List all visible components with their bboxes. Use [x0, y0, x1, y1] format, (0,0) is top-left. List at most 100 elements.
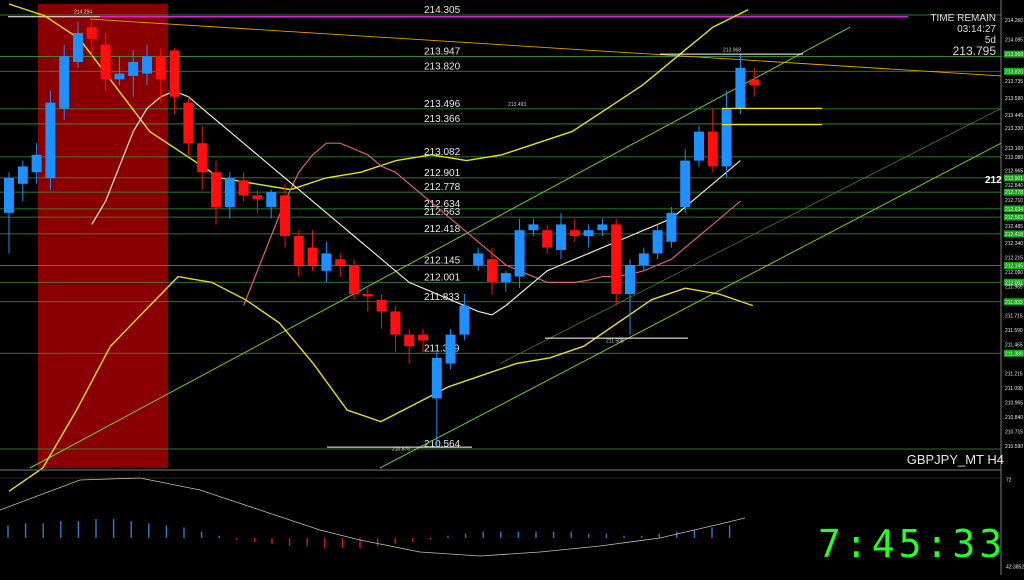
- annotation-label: 211.508: [606, 339, 624, 345]
- candle-body: [59, 56, 70, 109]
- level-label: 214.305: [424, 5, 461, 16]
- candle-body: [100, 44, 111, 80]
- axis-highlight-box: [1004, 213, 1024, 221]
- price-axis-tick: 211.215: [1005, 371, 1023, 377]
- price-axis-tick: 213.445: [1005, 113, 1023, 119]
- candle-body: [362, 294, 373, 297]
- candle-body: [142, 56, 152, 74]
- candle-body: [169, 50, 180, 97]
- price-axis-tick: 211.590: [1005, 328, 1023, 334]
- time-remaining-label: TIME REMAIN: [930, 13, 996, 24]
- candle-body: [17, 166, 28, 184]
- price-axis-tick: 212.215: [1005, 255, 1023, 261]
- candle-body: [680, 160, 691, 207]
- annotation-label: 213.968: [723, 48, 741, 54]
- price-axis-tick: 213.080: [1005, 155, 1023, 161]
- level-label: 210.564: [424, 439, 461, 450]
- candle-body: [45, 102, 56, 178]
- axis-highlight-box: [1004, 50, 1024, 58]
- time-remaining-countdown: 03:14:27: [957, 24, 996, 35]
- candle-body: [694, 131, 704, 161]
- axis-highlight-box: [1004, 349, 1024, 357]
- candle-body: [404, 334, 415, 347]
- candle-body: [335, 259, 346, 265]
- candle-body: [418, 334, 428, 341]
- level-label: 213.082: [424, 147, 461, 158]
- candle-body: [638, 253, 649, 265]
- band-upper-line: [8, 3, 749, 191]
- axis-highlight-box: [1004, 188, 1024, 196]
- candle-body: [749, 79, 760, 86]
- price-axis-tick: 212.634: [1005, 207, 1023, 213]
- axis-highlight-box: [1004, 298, 1024, 306]
- candle-body: [280, 195, 290, 236]
- price-axis-tick: 213.330: [1005, 126, 1023, 132]
- time-remaining-price: 213.795: [952, 44, 996, 58]
- candle-body: [252, 195, 263, 199]
- axis-highlight-box: [1004, 230, 1024, 238]
- symbol-label: GBPJPY_MT H4: [906, 452, 1004, 467]
- level-label: 212.563: [424, 207, 461, 218]
- price-axis-tick: 212.145: [1005, 264, 1023, 270]
- axis-highlight-box: [1004, 262, 1024, 270]
- candle-body: [307, 247, 318, 265]
- indicator-axis-tick: 42.3852: [1006, 564, 1024, 570]
- candle-body: [542, 230, 553, 248]
- candle-body: [31, 154, 42, 173]
- candle-body: [114, 73, 125, 80]
- candle-body: [569, 230, 580, 236]
- candle-body: [459, 305, 470, 335]
- price-axis-tick: 212.418: [1005, 232, 1023, 238]
- price-axis-tick: 210.965: [1005, 400, 1023, 406]
- axis-highlight-box: [1004, 174, 1024, 182]
- candle-body: [224, 178, 235, 207]
- price-axis-tick: 210.840: [1005, 415, 1023, 421]
- price-axis-tick: 214.260: [1005, 18, 1023, 24]
- candle-body: [183, 102, 194, 144]
- fast-moving-average: [91, 90, 741, 316]
- price-axis-tick: 211.715: [1005, 313, 1023, 319]
- price-axis-tick: 212.778: [1005, 190, 1023, 196]
- candle-body: [611, 224, 622, 294]
- price-axis-tick: 212.840: [1005, 183, 1023, 189]
- channel-line-lower: [379, 142, 1002, 469]
- candle-body: [445, 334, 456, 364]
- price-axis-tick: 212.563: [1005, 215, 1023, 221]
- candle-body: [500, 273, 511, 283]
- candle-body: [266, 191, 277, 207]
- orange-trend-line: [89, 18, 1002, 77]
- price-axis-tick: 212.090: [1005, 270, 1023, 276]
- price-axis-tick: 214.095: [1005, 37, 1023, 43]
- indicator-axis-tick: 72: [1006, 478, 1012, 484]
- candle-body: [583, 230, 594, 236]
- level-label: 212.778: [424, 182, 461, 193]
- price-axis-tick: 212.485: [1005, 224, 1023, 230]
- level-label: 213.366: [424, 114, 461, 125]
- candle-body: [666, 212, 677, 242]
- price-axis-tick: 212.710: [1005, 198, 1023, 204]
- candle-body: [431, 357, 442, 399]
- level-label: 212.901: [424, 168, 461, 179]
- candle-body: [721, 108, 732, 167]
- level-label: 213.947: [424, 47, 461, 58]
- candle-body: [556, 224, 566, 250]
- band-lower-line: [8, 275, 754, 492]
- price-axis-tick: 211.090: [1005, 386, 1023, 392]
- price-axis-tick: 212.901: [1005, 176, 1023, 182]
- axis-highlight-box: [1004, 67, 1024, 75]
- candle-body: [376, 299, 387, 312]
- candle-body: [597, 224, 608, 231]
- time-remaining-sub: 5d: [984, 35, 996, 46]
- level-label: 212.001: [424, 272, 461, 283]
- candle-body: [625, 265, 635, 294]
- price-axis-tick: 213.590: [1005, 96, 1023, 102]
- price-axis-tick: 210.715: [1005, 429, 1023, 435]
- price-axis-tick: 211.833: [1005, 300, 1023, 306]
- axis-highlight-box: [1004, 278, 1024, 286]
- candle-body: [155, 56, 166, 80]
- price-axis-tick: 212.340: [1005, 241, 1023, 247]
- price-axis-tick: 211.965: [1005, 284, 1023, 290]
- price-axis-tick: 213.160: [1005, 146, 1023, 152]
